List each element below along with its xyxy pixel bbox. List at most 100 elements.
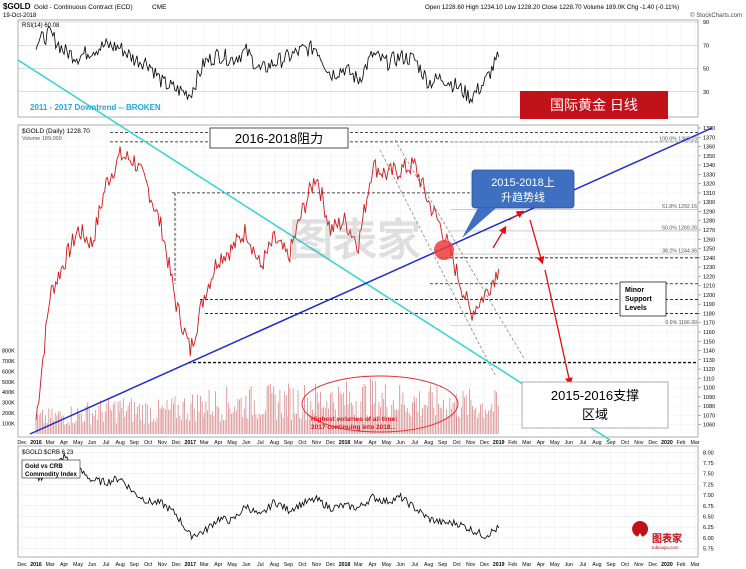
rsi-tick-label: 70 (703, 43, 709, 49)
x-tick-label: Jun (565, 562, 573, 568)
x-tick-label: Dec (326, 562, 336, 568)
ratio-series (35, 452, 500, 541)
x-tick-label: Mar (691, 562, 700, 568)
ratio-tick-label: 6.75 (703, 504, 714, 510)
channel-line-lower (379, 149, 496, 376)
price-tick-label: 1230 (703, 265, 715, 271)
downtrend-line (17, 59, 611, 441)
x-tick-label: Aug (592, 562, 601, 568)
x-tick-label: Sep (284, 562, 293, 568)
rsi-tick-label: 50 (703, 67, 709, 73)
ratio-tick-label: 7.50 (703, 472, 714, 478)
ratio-tick-label: 8.00 (703, 450, 714, 456)
price-tick-label: 1240 (703, 256, 715, 262)
x-tick-label: Apr (537, 440, 545, 446)
volume-highlight-ellipse (301, 375, 459, 433)
price-tick-label: 1170 (703, 321, 715, 327)
fib-label: 50.0% 1269.26 (662, 225, 697, 231)
x-tick-label: Mar (46, 440, 55, 446)
price-tick-label: 1150 (703, 339, 715, 345)
x-tick-label: 2018 (339, 440, 351, 446)
x-tick-label: Nov (634, 562, 644, 568)
resistance-label: 2016-2018阻力 (235, 131, 323, 146)
price-tick-label: 1290 (703, 209, 715, 215)
support-zone-line2: 区域 (582, 407, 608, 422)
x-tick-label: Mar (522, 440, 531, 446)
x-tick-label: Apr (368, 440, 376, 446)
rsi-tick-label: 30 (703, 90, 709, 96)
x-tick-label: May (73, 562, 83, 568)
projection-arrow-up (492, 225, 507, 249)
watermark-logo: 图表家 (289, 216, 421, 265)
x-tick-label: Sep (606, 440, 615, 446)
uptrend-callout (471, 169, 575, 209)
x-tick-label: Sep (438, 562, 447, 568)
x-tick-label: Jun (88, 562, 96, 568)
x-tick-label: 2017 (184, 562, 196, 568)
x-tick-label: Nov (312, 562, 322, 568)
exchange-label: CME (152, 4, 167, 11)
volume-bars (35, 378, 499, 434)
price-tick-label: 1080 (703, 404, 715, 410)
ratio-label: $GOLD:$CRB 6.23 (22, 450, 74, 456)
price-tick-label: 1160 (703, 330, 715, 336)
x-tick-label: Aug (116, 440, 125, 446)
x-tick-label: Dec (17, 562, 27, 568)
volume-tick-label: 800K (2, 348, 15, 354)
volume-tick-label: 700K (2, 359, 15, 365)
x-tick-label: May (550, 562, 560, 568)
x-tick-label: Sep (606, 562, 615, 568)
breakdown-marker (434, 240, 454, 260)
fib-label: 61.8% 1292.16 (662, 204, 697, 210)
x-tick-label: 2018 (339, 562, 351, 568)
price-tick-label: 1270 (703, 228, 715, 234)
x-tick-label: 2016 (30, 440, 42, 446)
x-tick-label: Nov (466, 562, 476, 568)
x-tick-label: Dec (480, 440, 490, 446)
ratio-tick-label: 7.00 (703, 493, 714, 499)
x-tick-label: Nov (466, 440, 476, 446)
price-tick-label: 1330 (703, 172, 715, 178)
ratio-tick-label: 6.50 (703, 514, 714, 520)
volume-tick-label: 200K (2, 411, 15, 417)
x-tick-label: Jul (411, 440, 418, 446)
x-tick-label: Oct (453, 562, 462, 568)
x-tick-label: Aug (424, 440, 433, 446)
price-tick-label: 1320 (703, 182, 715, 188)
x-tick-label: Dec (326, 440, 336, 446)
x-tick-label: Oct (298, 562, 307, 568)
x-tick-label: Aug (116, 562, 125, 568)
x-tick-label: Jul (411, 562, 418, 568)
price-tick-label: 1190 (703, 302, 715, 308)
x-tick-label: Apr (214, 440, 222, 446)
volume-tick-label: 600K (2, 369, 15, 375)
projection-arrow-peak (508, 210, 525, 221)
title-cn: 国际黄金 日线 (550, 97, 638, 113)
x-tick-label: Dec (17, 440, 27, 446)
price-tick-label: 1280 (703, 219, 715, 225)
ratio-tick-label: 6.25 (703, 525, 714, 531)
tubiaojia-logo: 图表家 tubiaojia.com (632, 521, 683, 550)
rsi-tick-label: 90 (703, 20, 709, 26)
credit-label: © StockCharts.com (690, 12, 742, 19)
minor-support-line2: Support (625, 296, 652, 303)
x-tick-label: Apr (368, 562, 376, 568)
ratio-axis: 5.75 6.00 6.25 6.50 6.75 7.00 7.25 7.50 7.75 8.00 (18, 450, 714, 553)
x-tick-label: Nov (634, 440, 644, 446)
minor-support-line1: Minor (625, 287, 644, 294)
x-tick-label: Sep (130, 440, 139, 446)
x-tick-label: Oct (621, 440, 630, 446)
ratio-legend-line1: Gold vs CRB (25, 463, 63, 470)
price-tick-label: 1200 (703, 293, 715, 299)
uptrend-label-line2: 升趋势线 (501, 190, 545, 204)
x-tick-label: Mar (354, 562, 363, 568)
ratio-legend-line2: Commodity Index (25, 471, 77, 478)
resistance-label-box (209, 127, 349, 149)
price-axis: 1060 1070 1080 1090 1100 1110 1120 1130 1140 1150… (698, 126, 715, 429)
x-tick-label: Dec (172, 440, 182, 446)
x-tick-label: May (382, 562, 392, 568)
price-tick-label: 1180 (703, 311, 715, 317)
x-tick-label: Mar (200, 440, 209, 446)
x-tick-label: Dec (648, 440, 658, 446)
